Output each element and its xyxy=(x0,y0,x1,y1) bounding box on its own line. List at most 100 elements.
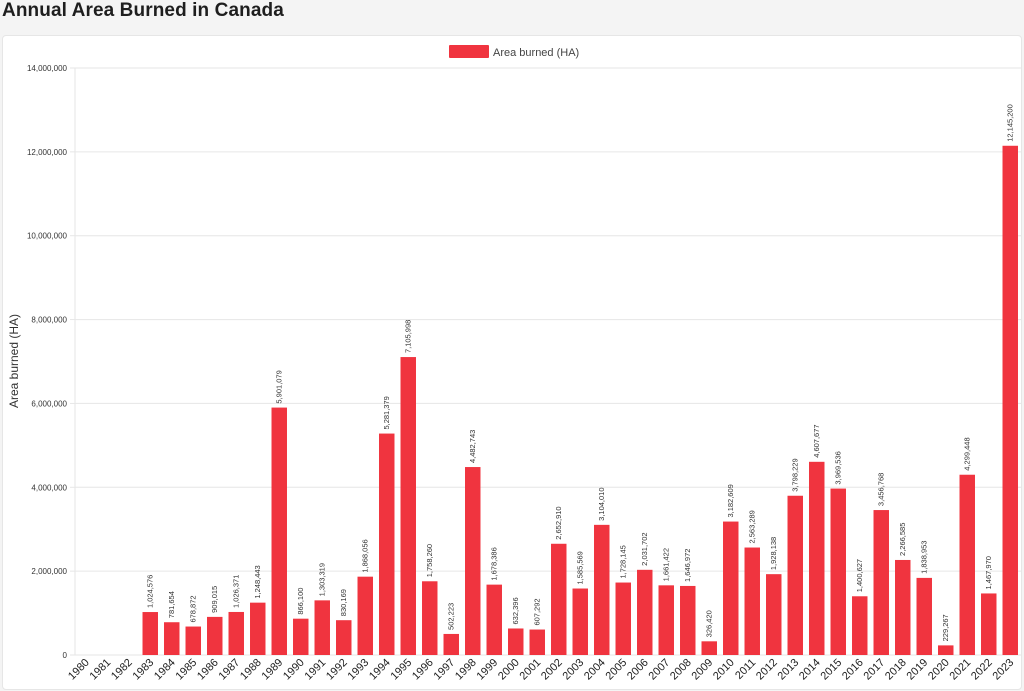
value-label-2011: 2,563,289 xyxy=(748,510,757,543)
x-tick-label-1988: 1988 xyxy=(238,657,264,683)
bar-2020[interactable] xyxy=(938,645,954,655)
x-tick-label-1999: 1999 xyxy=(475,657,501,683)
bar-1992[interactable] xyxy=(336,620,352,655)
x-axis-ticks: 1980198119821983198419851986198719881989… xyxy=(66,657,1016,683)
x-tick-label-2000: 2000 xyxy=(496,657,522,683)
bar-1998[interactable] xyxy=(465,467,481,655)
bar-1989[interactable] xyxy=(271,407,287,655)
x-tick-label-1990: 1990 xyxy=(281,657,307,683)
bar-2018[interactable] xyxy=(895,559,911,655)
value-label-2022: 1,467,970 xyxy=(984,556,993,589)
value-label-2016: 1,400,627 xyxy=(855,559,864,592)
bar-2002[interactable] xyxy=(551,543,567,655)
value-label-1983: 1,024,576 xyxy=(146,575,155,608)
value-label-2015: 3,969,536 xyxy=(834,451,843,484)
x-tick-label-2006: 2006 xyxy=(625,657,651,683)
bar-1997[interactable] xyxy=(443,633,459,655)
bar-2013[interactable] xyxy=(787,495,803,655)
bar-2007[interactable] xyxy=(658,585,674,655)
value-label-1988: 1,248,443 xyxy=(253,565,262,598)
bar-2004[interactable] xyxy=(594,524,610,655)
value-label-2005: 1,728,145 xyxy=(619,545,628,578)
bar-2009[interactable] xyxy=(701,641,717,655)
value-label-1996: 1,758,260 xyxy=(425,544,434,577)
bar-2015[interactable] xyxy=(830,488,846,655)
bar-2016[interactable] xyxy=(852,596,868,655)
bar-1985[interactable] xyxy=(185,626,201,655)
bar-2021[interactable] xyxy=(959,474,975,655)
x-tick-label-2009: 2009 xyxy=(690,657,716,683)
bar-1995[interactable] xyxy=(400,357,416,655)
bar-1999[interactable] xyxy=(486,584,502,655)
bar-1987[interactable] xyxy=(228,611,244,655)
bar-2019[interactable] xyxy=(916,577,932,655)
x-tick-label-1980: 1980 xyxy=(66,657,92,683)
x-tick-label-2007: 2007 xyxy=(647,657,673,683)
x-tick-label-1991: 1991 xyxy=(303,657,329,683)
y-tick-label: 8,000,000 xyxy=(31,316,67,325)
x-tick-label-1989: 1989 xyxy=(260,657,286,683)
x-tick-label-1987: 1987 xyxy=(217,657,243,683)
y-tick-label: 0 xyxy=(63,651,68,660)
value-label-2020: 229,267 xyxy=(941,614,950,641)
value-label-2009: 326,420 xyxy=(705,610,714,637)
value-label-1985: 678,872 xyxy=(189,595,198,622)
x-tick-label-2016: 2016 xyxy=(840,657,866,683)
value-label-2013: 3,798,229 xyxy=(791,458,800,491)
value-label-2000: 632,396 xyxy=(511,597,520,624)
legend[interactable]: Area burned (HA) xyxy=(449,45,579,59)
value-label-1995: 7,105,998 xyxy=(404,320,413,353)
value-label-1987: 1,026,371 xyxy=(232,575,241,608)
x-tick-label-1983: 1983 xyxy=(131,657,157,683)
bar-1996[interactable] xyxy=(422,581,438,655)
bar-1991[interactable] xyxy=(314,600,330,655)
value-label-2008: 1,646,972 xyxy=(683,549,692,582)
bar-2017[interactable] xyxy=(873,510,889,655)
y-tick-label: 6,000,000 xyxy=(31,399,67,408)
value-label-1994: 5,281,379 xyxy=(382,396,391,429)
x-tick-label-2017: 2017 xyxy=(862,657,888,683)
bar-1986[interactable] xyxy=(207,616,223,655)
x-tick-label-2012: 2012 xyxy=(754,657,780,683)
legend-label: Area burned (HA) xyxy=(493,47,579,59)
value-label-1998: 4,482,743 xyxy=(468,430,477,463)
bar-1993[interactable] xyxy=(357,576,373,655)
bar-2012[interactable] xyxy=(766,574,782,655)
bar-2023[interactable] xyxy=(1002,145,1018,655)
x-tick-label-2005: 2005 xyxy=(604,657,630,683)
x-tick-label-1982: 1982 xyxy=(109,657,135,683)
x-tick-label-2014: 2014 xyxy=(797,657,823,683)
bar-2022[interactable] xyxy=(981,593,997,655)
x-tick-label-2022: 2022 xyxy=(969,657,995,683)
bar-1990[interactable] xyxy=(293,618,309,655)
value-label-2006: 2,031,702 xyxy=(640,532,649,565)
bar-1988[interactable] xyxy=(250,602,266,655)
x-tick-label-1986: 1986 xyxy=(195,657,221,683)
page-title: Annual Area Burned in Canada xyxy=(2,0,284,21)
bar-2003[interactable] xyxy=(572,588,588,655)
bar-1994[interactable] xyxy=(379,433,395,655)
value-label-2021: 4,299,448 xyxy=(963,437,972,470)
bar-1983[interactable] xyxy=(142,612,158,655)
x-tick-label-1995: 1995 xyxy=(389,657,415,683)
x-tick-label-1984: 1984 xyxy=(152,657,178,683)
bar-2014[interactable] xyxy=(809,461,825,655)
value-label-2023: 12,145,200 xyxy=(1006,104,1015,142)
bar-1984[interactable] xyxy=(164,622,180,655)
bar-2001[interactable] xyxy=(529,629,545,655)
x-tick-label-2002: 2002 xyxy=(539,657,565,683)
bar-2010[interactable] xyxy=(723,521,739,655)
x-tick-label-2008: 2008 xyxy=(668,657,694,683)
x-tick-label-1992: 1992 xyxy=(324,657,350,683)
bar-2011[interactable] xyxy=(744,547,760,655)
x-tick-label-2020: 2020 xyxy=(926,657,952,683)
bar-2000[interactable] xyxy=(508,628,524,655)
x-tick-label-2023: 2023 xyxy=(991,657,1017,683)
bar-2008[interactable] xyxy=(680,585,696,655)
value-label-2014: 4,607,677 xyxy=(812,424,821,457)
x-tick-label-2011: 2011 xyxy=(733,657,758,682)
value-label-1999: 1,678,386 xyxy=(490,547,499,580)
bar-2005[interactable] xyxy=(615,582,631,655)
bars xyxy=(142,145,1018,655)
bar-2006[interactable] xyxy=(637,569,653,655)
